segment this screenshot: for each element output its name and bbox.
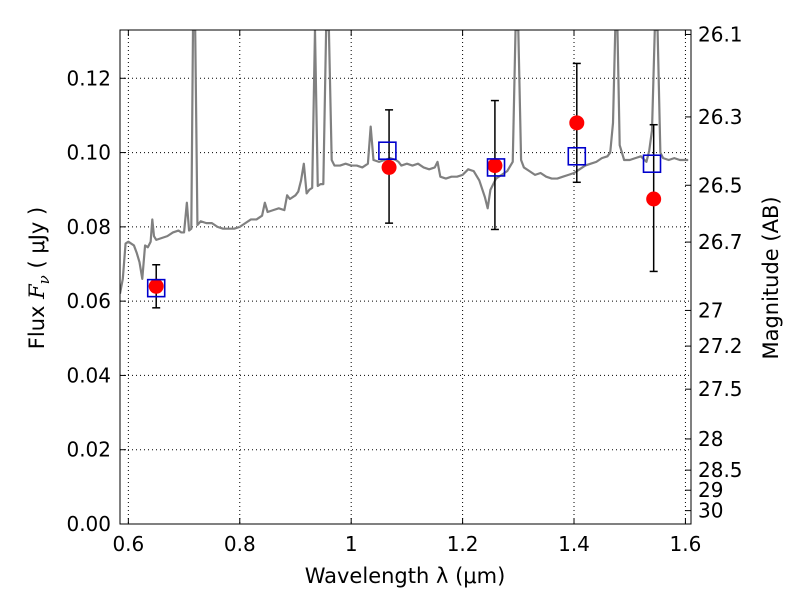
model-flux-point (146, 278, 166, 298)
y-axis-title-subscript: ν (35, 275, 53, 284)
model-flux-point (642, 154, 662, 174)
y-axis-ticks: 0.00 0.02 0.04 0.06 0.08 0.10 0.12 (66, 66, 126, 536)
y-tick-label: 0.08 (66, 215, 111, 239)
y2-tick-label: 27 (698, 298, 723, 322)
plot-frame (119, 29, 692, 525)
y-tick-label: 0.06 (66, 289, 111, 313)
model-flux-point (378, 141, 397, 161)
y-axis-title: Flux Fν ( μJy ) (25, 207, 53, 349)
y2-tick-label: 26.5 (698, 173, 743, 197)
x-tick-label: 0.8 (224, 532, 256, 556)
y-tick-label: 0.10 (66, 141, 111, 165)
y-tick-label: 0.02 (66, 438, 111, 462)
x-tick-label: 1.4 (558, 532, 590, 556)
x-tick-label: 0.6 (112, 532, 144, 556)
y-tick-label: 0.04 (66, 363, 111, 387)
y-tick-label: 0.12 (66, 66, 111, 90)
y-tick-label: 0.00 (66, 512, 111, 536)
model-points-layer (146, 141, 662, 298)
y2-tick-label: 26.3 (698, 105, 743, 129)
model-spectrum-line (120, 30, 689, 294)
model-flux-point (567, 146, 587, 166)
plot-area (120, 30, 691, 524)
x-axis-title: Wavelength λ (μm) (305, 564, 506, 588)
x-tick-label: 1 (345, 532, 358, 556)
observed-flux-point (646, 191, 662, 207)
y2-tick-label: 27.2 (698, 334, 743, 358)
observed-points-layer (148, 115, 662, 294)
y-axis-title-symbol: F (25, 283, 49, 300)
model-flux-point (486, 158, 506, 177)
x-tick-label: 1.2 (447, 532, 479, 556)
y2-tick-label: 26.1 (698, 22, 743, 46)
y2-tick-label: 26.7 (698, 230, 743, 254)
y2-axis-title: Magnitude (AB) (759, 196, 783, 359)
y2-tick-label: 27.5 (698, 377, 743, 401)
observed-flux-point (487, 158, 503, 174)
y-axis-title-prefix: Flux (25, 299, 49, 349)
x-tick-label: 1.6 (670, 532, 702, 556)
y2-tick-label: 28.5 (698, 458, 743, 482)
observed-flux-point (148, 278, 164, 294)
y2-tick-label: 29 (698, 478, 723, 502)
y2-tick-label: 30 (698, 499, 723, 523)
spectrum-layer (120, 30, 689, 294)
x-axis-ticks: 0.6 0.8 1 1.2 1.4 1.6 (112, 30, 701, 556)
observed-flux-point (569, 115, 585, 131)
observed-flux-point (381, 159, 397, 175)
y-axis-title-suffix: ( μJy ) (25, 207, 49, 275)
y2-tick-label: 28 (698, 427, 723, 451)
